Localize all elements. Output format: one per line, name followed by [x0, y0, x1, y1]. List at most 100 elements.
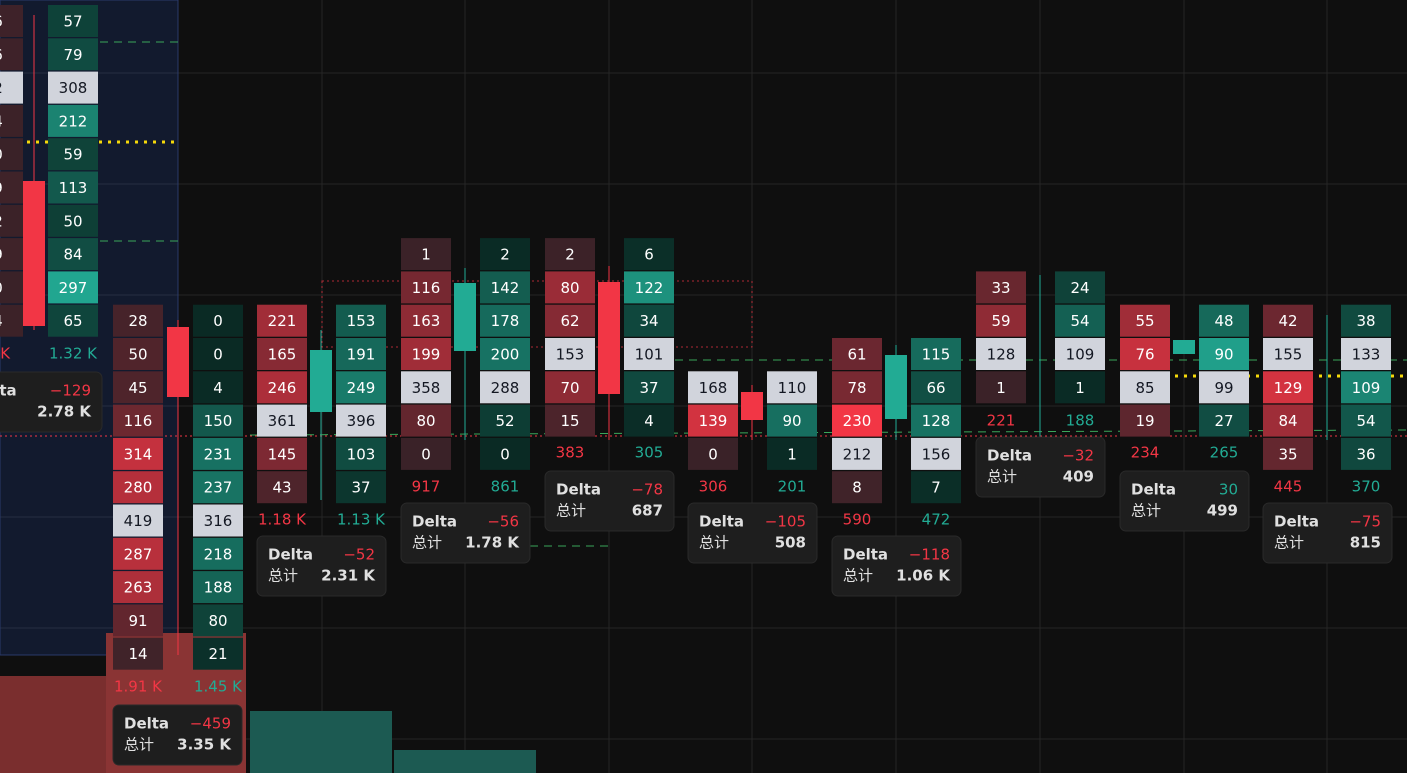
- buy-volume: 133: [1352, 346, 1381, 364]
- buy-cell: [480, 304, 530, 337]
- sell-volume: 212: [843, 445, 872, 463]
- sell-volume: 9: [0, 179, 3, 197]
- buy-cell: [336, 404, 386, 437]
- buy-cell: [624, 271, 674, 304]
- sell-volume: 80: [560, 279, 579, 297]
- sell-volume: 45: [128, 379, 147, 397]
- sell-cell: [113, 371, 163, 404]
- total-value: 1.06 K: [896, 567, 951, 585]
- sell-cell: [401, 304, 451, 337]
- buy-volume: 37: [639, 379, 658, 397]
- buy-cell: [193, 371, 243, 404]
- sell-cell: [113, 537, 163, 570]
- sell-cell: [0, 38, 23, 71]
- buy-volume: 115: [922, 346, 951, 364]
- buy-volume: 200: [491, 346, 520, 364]
- sell-volume: 361: [268, 412, 297, 430]
- sell-cell: [832, 437, 882, 470]
- delta-value: −78: [631, 481, 663, 499]
- sell-cell: [401, 371, 451, 404]
- sell-cell: [0, 204, 23, 237]
- buy-volume: 109: [1352, 379, 1381, 397]
- sell-cell: [545, 371, 595, 404]
- buy-total: 472: [922, 511, 951, 529]
- buy-volume: 38: [1356, 312, 1375, 330]
- buy-volume: 80: [208, 612, 227, 630]
- delta-box: [112, 704, 243, 766]
- buy-volume: 79: [63, 46, 82, 64]
- sell-cell: [1263, 338, 1313, 370]
- buy-volume: 54: [1356, 412, 1375, 430]
- buy-cell: [193, 404, 243, 437]
- delta-label: Delta: [843, 546, 888, 564]
- sell-cell: [1120, 371, 1170, 404]
- buy-cell: [1341, 338, 1391, 370]
- buy-cell: [911, 371, 961, 404]
- sell-cell: [976, 371, 1026, 404]
- sell-cell: [0, 71, 23, 104]
- volume-profile-bar: [0, 676, 106, 773]
- buy-cell: [911, 404, 961, 437]
- sell-cell: [113, 471, 163, 504]
- buy-total: 305: [635, 444, 664, 462]
- sell-volume: 33: [991, 279, 1010, 297]
- buy-volume: 191: [347, 346, 376, 364]
- sell-cell: [688, 371, 738, 404]
- sell-cell: [1263, 371, 1313, 404]
- buy-cell: [193, 537, 243, 570]
- sell-volume: 314: [124, 445, 153, 463]
- sell-cell: [257, 437, 307, 470]
- delta-label: Delta: [412, 513, 457, 531]
- sell-cell: [832, 471, 882, 504]
- sell-cell: [0, 138, 23, 171]
- sell-cell: [0, 5, 23, 37]
- sell-cell: [257, 471, 307, 504]
- buy-cell: [48, 5, 98, 37]
- sell-volume: 230: [843, 412, 872, 430]
- buy-cell: [193, 604, 243, 637]
- buy-volume: 110: [778, 379, 807, 397]
- total-value: 508: [775, 534, 806, 552]
- buy-total: 1.32 K: [49, 345, 98, 363]
- sell-volume: 70: [560, 379, 579, 397]
- buy-cell: [1055, 271, 1105, 304]
- buy-volume: 0: [213, 312, 223, 330]
- sell-cell: [113, 571, 163, 604]
- sell-cell: [113, 504, 163, 537]
- buy-cell: [1199, 371, 1249, 404]
- delta-value: −56: [487, 513, 519, 531]
- sell-volume: 6: [0, 46, 3, 64]
- delta-label: Delta: [1274, 513, 1319, 531]
- sell-volume: 163: [412, 312, 441, 330]
- delta-value: −32: [1062, 447, 1094, 465]
- sell-cell: [832, 371, 882, 404]
- sell-volume: 153: [556, 346, 585, 364]
- sell-volume: 50: [128, 346, 147, 364]
- sell-cell: [976, 338, 1026, 370]
- sell-volume: 419: [124, 512, 153, 530]
- buy-cell: [336, 437, 386, 470]
- buy-volume: 4: [213, 379, 223, 397]
- buy-cell: [1199, 304, 1249, 337]
- buy-cell: [1199, 404, 1249, 437]
- sell-volume: 61: [847, 346, 866, 364]
- buy-volume: 316: [204, 512, 233, 530]
- buy-cell: [624, 371, 674, 404]
- sell-volume: 43: [272, 479, 291, 497]
- buy-cell: [1341, 371, 1391, 404]
- buy-volume: 153: [347, 312, 376, 330]
- buy-cell: [48, 271, 98, 304]
- delta-box: [544, 470, 675, 532]
- buy-cell: [193, 571, 243, 604]
- total-value: 3.35 K: [177, 736, 232, 754]
- buy-volume: 308: [59, 79, 88, 97]
- buy-volume: 59: [63, 146, 82, 164]
- delta-box: [975, 436, 1106, 498]
- buy-cell: [624, 338, 674, 370]
- buy-cell: [48, 38, 98, 71]
- sell-cell: [0, 271, 23, 304]
- buy-volume: 4: [644, 412, 654, 430]
- sell-volume: 358: [412, 379, 441, 397]
- sell-cell: [113, 637, 163, 670]
- sell-volume: 287: [124, 545, 153, 563]
